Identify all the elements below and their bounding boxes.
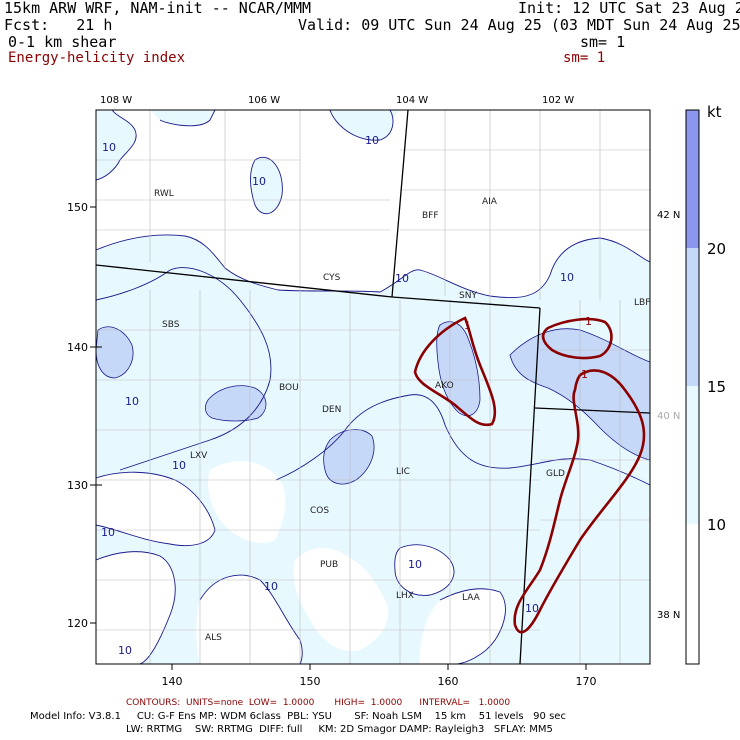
lon-label: 104 W [396, 95, 428, 106]
lat-label: 40 N [657, 411, 680, 422]
ehi-label: 1 [464, 319, 471, 332]
station-label: LBF [634, 298, 650, 308]
lon-label: 102 W [542, 95, 574, 106]
ehi-label: 1 [581, 368, 588, 381]
colorbar: kt 20 15 10 [685, 103, 726, 665]
station-label: BOU [279, 383, 299, 393]
frame-ticks [90, 206, 587, 670]
station-label: ALS [205, 633, 222, 643]
station-label: SBS [162, 320, 180, 330]
station-label: GLD [546, 469, 565, 479]
station-label: COS [310, 506, 329, 516]
station-label: CYS [323, 273, 341, 283]
map-frame [95, 109, 651, 665]
ehi-contours [413, 316, 646, 634]
colorbar-band-20-plus [686, 110, 699, 248]
contour-label: 10 [525, 602, 539, 615]
field2-smooth: sm= 1 [563, 50, 606, 66]
lon-label: 106 W [248, 95, 280, 106]
contour-label: 10 [395, 272, 409, 285]
grid-x-label: 150 [300, 675, 321, 688]
station-label: DEN [322, 405, 341, 415]
contour-label: 10 [101, 526, 115, 539]
station-label: LIC [396, 467, 410, 477]
contour-label: 10 [125, 395, 139, 408]
contour-label: 10 [172, 459, 186, 472]
station-labels: RWL BFF AIA CYS SNY SBS LBF AKO BOU DEN … [154, 189, 650, 643]
grid-x-label: 160 [438, 675, 459, 688]
valid-time: Valid: 09 UTC Sun 24 Aug 25 (03 MDT Sun … [298, 16, 740, 34]
latitude-labels: 42 N 40 N 38 N [657, 210, 680, 621]
colorbar-frame [685, 109, 700, 665]
colorbar-band-below-10 [686, 524, 699, 664]
field1-name: 0-1 km shear [8, 33, 117, 51]
station-label: BFF [422, 211, 439, 221]
field1-smooth: sm= 1 [580, 33, 626, 51]
grid-x-label: 140 [162, 675, 183, 688]
colorbar-tick: 10 [707, 516, 726, 534]
field2-name: Energy-helicity index [8, 50, 186, 66]
station-label: PUB [320, 560, 338, 570]
station-label: LAA [462, 593, 481, 603]
lat-label: 42 N [657, 210, 680, 221]
ehi-contour-labels: 1 1 1 [464, 315, 592, 381]
grid-y-label: 140 [67, 341, 88, 354]
contour-value-labels: 10 10 10 10 10 10 10 10 10 10 10 10 [101, 134, 574, 657]
model-info-line-1: Model Info: V3.8.1 CU: G-F Ens MP: WDM 6… [30, 711, 566, 722]
colorbar-tick: 15 [707, 378, 726, 396]
grid-y-labels: 150 140 130 120 [67, 201, 88, 630]
contour-label: 10 [264, 580, 278, 593]
station-label: SNY [459, 291, 477, 301]
colorbar-tick: 20 [707, 240, 726, 258]
grid-x-label: 170 [576, 675, 597, 688]
grid-x-labels: 140 150 160 170 [162, 675, 597, 688]
model-info-line-2: LW: RRTMG SW: RRTMG DIFF: full KM: 2D Sm… [126, 724, 553, 735]
grid-y-label: 130 [67, 479, 88, 492]
state-borders [96, 110, 650, 664]
grid-y-label: 120 [67, 617, 88, 630]
contour-label: 10 [408, 558, 422, 571]
contours-info: CONTOURS: UNITS=none LOW= 1.0000 HIGH= 1… [126, 698, 511, 708]
station-label: LHX [396, 591, 414, 601]
colorbar-band-15-20 [686, 248, 699, 386]
colorbar-band-10-15 [686, 386, 699, 524]
station-label: AKO [435, 381, 454, 391]
longitude-labels: 108 W 106 W 104 W 102 W [100, 95, 574, 106]
station-label: RWL [154, 189, 174, 199]
init-time: Init: 12 UTC Sat 23 Aug 25 [518, 0, 740, 17]
ehi-label: 1 [585, 315, 592, 328]
station-label: LXV [190, 451, 208, 461]
forecast-hour: Fcst: 21 h [4, 16, 113, 34]
contour-label: 10 [560, 271, 574, 284]
shear-contours [96, 110, 650, 664]
contour-label: 10 [252, 175, 266, 188]
grid-y-label: 150 [67, 201, 88, 214]
contour-label: 10 [118, 644, 132, 657]
contour-label: 10 [102, 141, 116, 154]
lon-label: 108 W [100, 95, 132, 106]
lat-label: 38 N [657, 610, 680, 621]
model-title: 15km ARW WRF, NAM-init -- NCAR/MMM [4, 0, 312, 17]
colorbar-unit: kt [707, 103, 722, 121]
station-label: AIA [482, 197, 498, 207]
contour-label: 10 [365, 134, 379, 147]
